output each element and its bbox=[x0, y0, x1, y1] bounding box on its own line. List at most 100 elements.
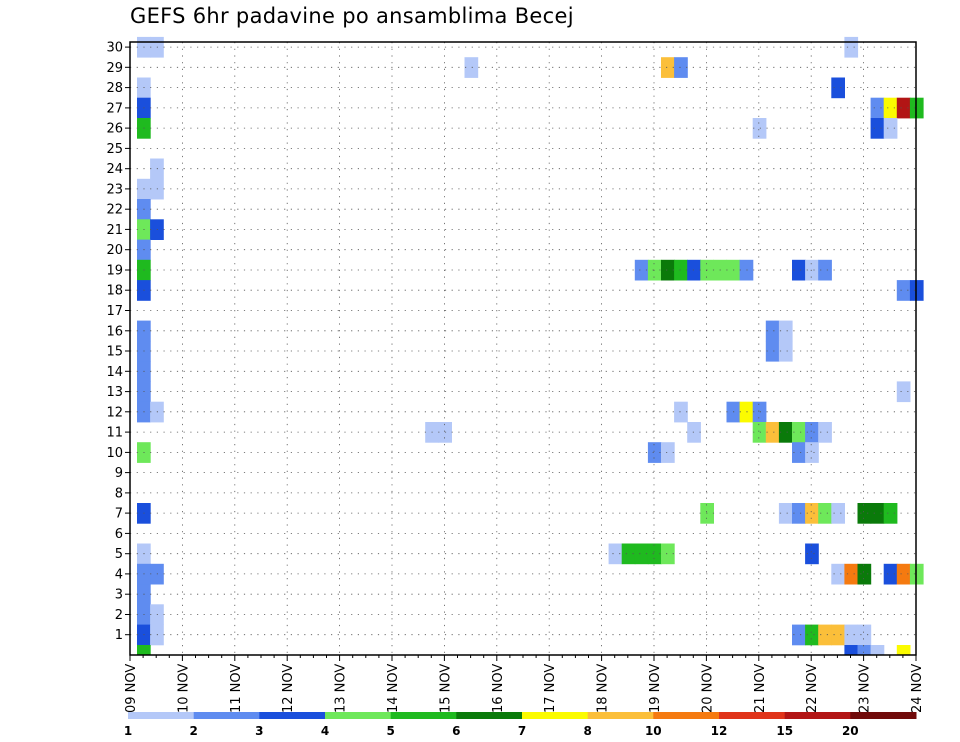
x-tick-label: 24 NOV bbox=[910, 664, 925, 713]
heatmap-cell bbox=[661, 259, 675, 281]
legend-label: 12 bbox=[711, 724, 728, 738]
y-tick-label: 13 bbox=[106, 385, 123, 400]
y-tick-label: 28 bbox=[106, 81, 123, 96]
y-axis: 1234567891011121314151617181920212223242… bbox=[106, 41, 130, 643]
legend-swatch bbox=[325, 712, 392, 719]
x-tick-label: 23 NOV bbox=[858, 664, 873, 713]
heatmap-cell bbox=[857, 563, 872, 585]
y-tick-label: 17 bbox=[106, 304, 123, 319]
heatmap-cell bbox=[792, 442, 806, 463]
heatmap-cell bbox=[896, 381, 911, 403]
heatmap-cell bbox=[805, 543, 819, 565]
legend-label: 15 bbox=[776, 724, 793, 738]
legend-label: 10 bbox=[645, 724, 662, 738]
x-tick-label: 20 NOV bbox=[700, 664, 715, 713]
heatmap-cell bbox=[831, 624, 845, 646]
heatmap-cell bbox=[805, 422, 819, 443]
heatmap-cell bbox=[805, 259, 819, 281]
x-tick-label: 21 NOV bbox=[753, 664, 768, 713]
legend-swatch bbox=[587, 712, 654, 719]
heatmap-cell bbox=[621, 543, 636, 565]
heatmap-cell bbox=[844, 645, 859, 655]
heatmap-cell bbox=[896, 97, 911, 119]
y-tick-label: 9 bbox=[115, 466, 123, 481]
heatmap-cell bbox=[818, 259, 832, 281]
x-tick-label: 16 NOV bbox=[491, 664, 506, 713]
heatmap-cell bbox=[752, 401, 767, 423]
heatmap-cell bbox=[818, 503, 832, 524]
heatmap-cell bbox=[674, 401, 688, 423]
legend-swatch bbox=[719, 712, 786, 719]
y-tick-label: 18 bbox=[106, 284, 123, 299]
heatmap-cell bbox=[647, 442, 662, 463]
legend-label: 20 bbox=[842, 724, 859, 738]
y-tick-label: 12 bbox=[106, 405, 123, 420]
heatmap-cell bbox=[765, 340, 780, 362]
y-tick-label: 16 bbox=[106, 324, 123, 339]
legend-swatch bbox=[653, 712, 720, 719]
y-tick-label: 2 bbox=[115, 608, 123, 623]
x-tick-label: 12 NOV bbox=[281, 664, 296, 713]
heatmap-cell bbox=[778, 503, 793, 524]
heatmap-cell bbox=[752, 118, 767, 139]
heatmap-cell bbox=[805, 503, 819, 524]
heatmap-cell bbox=[661, 57, 675, 78]
x-tick-label: 18 NOV bbox=[596, 664, 611, 713]
heatmap-cell bbox=[674, 57, 688, 78]
y-tick-label: 25 bbox=[106, 142, 123, 157]
heatmap-cell bbox=[647, 259, 662, 281]
heatmap-cell bbox=[674, 259, 688, 281]
y-tick-label: 21 bbox=[106, 223, 123, 238]
y-tick-label: 24 bbox=[106, 162, 123, 177]
heatmap-cell bbox=[634, 543, 649, 565]
heatmap-cell bbox=[870, 503, 885, 524]
heatmap-cell bbox=[883, 503, 898, 524]
legend-label: 1 bbox=[124, 724, 132, 738]
y-tick-label: 26 bbox=[106, 122, 123, 137]
y-tick-label: 3 bbox=[115, 588, 123, 603]
y-tick-label: 27 bbox=[106, 101, 123, 116]
y-tick-label: 6 bbox=[115, 527, 123, 542]
y-tick-label: 8 bbox=[115, 486, 123, 501]
heatmap-cell bbox=[831, 77, 845, 99]
heatmap-cell bbox=[687, 259, 701, 281]
heatmap-cell bbox=[661, 442, 675, 463]
legend-label: 5 bbox=[387, 724, 395, 738]
heatmap-cell bbox=[844, 563, 859, 585]
heatmap-cell bbox=[752, 422, 767, 443]
x-tick-label: 10 NOV bbox=[176, 664, 191, 713]
legend-label: 8 bbox=[584, 724, 592, 738]
x-tick-label: 19 NOV bbox=[648, 664, 663, 713]
heatmap-cell bbox=[805, 442, 819, 463]
heatmap-cell bbox=[896, 280, 911, 301]
y-tick-label: 4 bbox=[115, 567, 123, 582]
heatmap-cell bbox=[687, 422, 701, 443]
heatmap-cell bbox=[647, 543, 662, 565]
legend-swatch bbox=[784, 712, 851, 719]
x-tick-label: 14 NOV bbox=[386, 664, 401, 713]
y-tick-label: 10 bbox=[106, 446, 123, 461]
y-tick-label: 19 bbox=[106, 264, 123, 279]
heatmap-cell bbox=[844, 624, 859, 646]
legend-label: 6 bbox=[452, 724, 460, 738]
heatmap-cell bbox=[608, 543, 623, 565]
heatmap-cell bbox=[792, 422, 806, 443]
y-tick-label: 20 bbox=[106, 243, 123, 258]
heatmap-cell bbox=[870, 118, 885, 139]
x-tick-label: 22 NOV bbox=[805, 664, 820, 713]
heatmap-cell bbox=[883, 97, 898, 119]
y-tick-label: 14 bbox=[106, 365, 123, 380]
heatmap-cells bbox=[137, 36, 924, 655]
x-tick-label: 17 NOV bbox=[543, 664, 558, 713]
y-tick-label: 23 bbox=[106, 182, 123, 197]
heatmap-cell bbox=[778, 320, 793, 342]
y-tick-label: 15 bbox=[106, 345, 123, 360]
x-axis: 09 NOV 10 NOV 11 NOV 12 NOV 13 NOV 14 NOV 15 N… bbox=[124, 655, 925, 713]
heatmap-cell bbox=[831, 563, 845, 585]
y-tick-label: 1 bbox=[115, 628, 123, 643]
legend-swatch bbox=[456, 712, 523, 719]
legend-label: 4 bbox=[321, 724, 329, 738]
legend-swatch bbox=[390, 712, 457, 719]
heatmap-cell bbox=[818, 624, 832, 646]
